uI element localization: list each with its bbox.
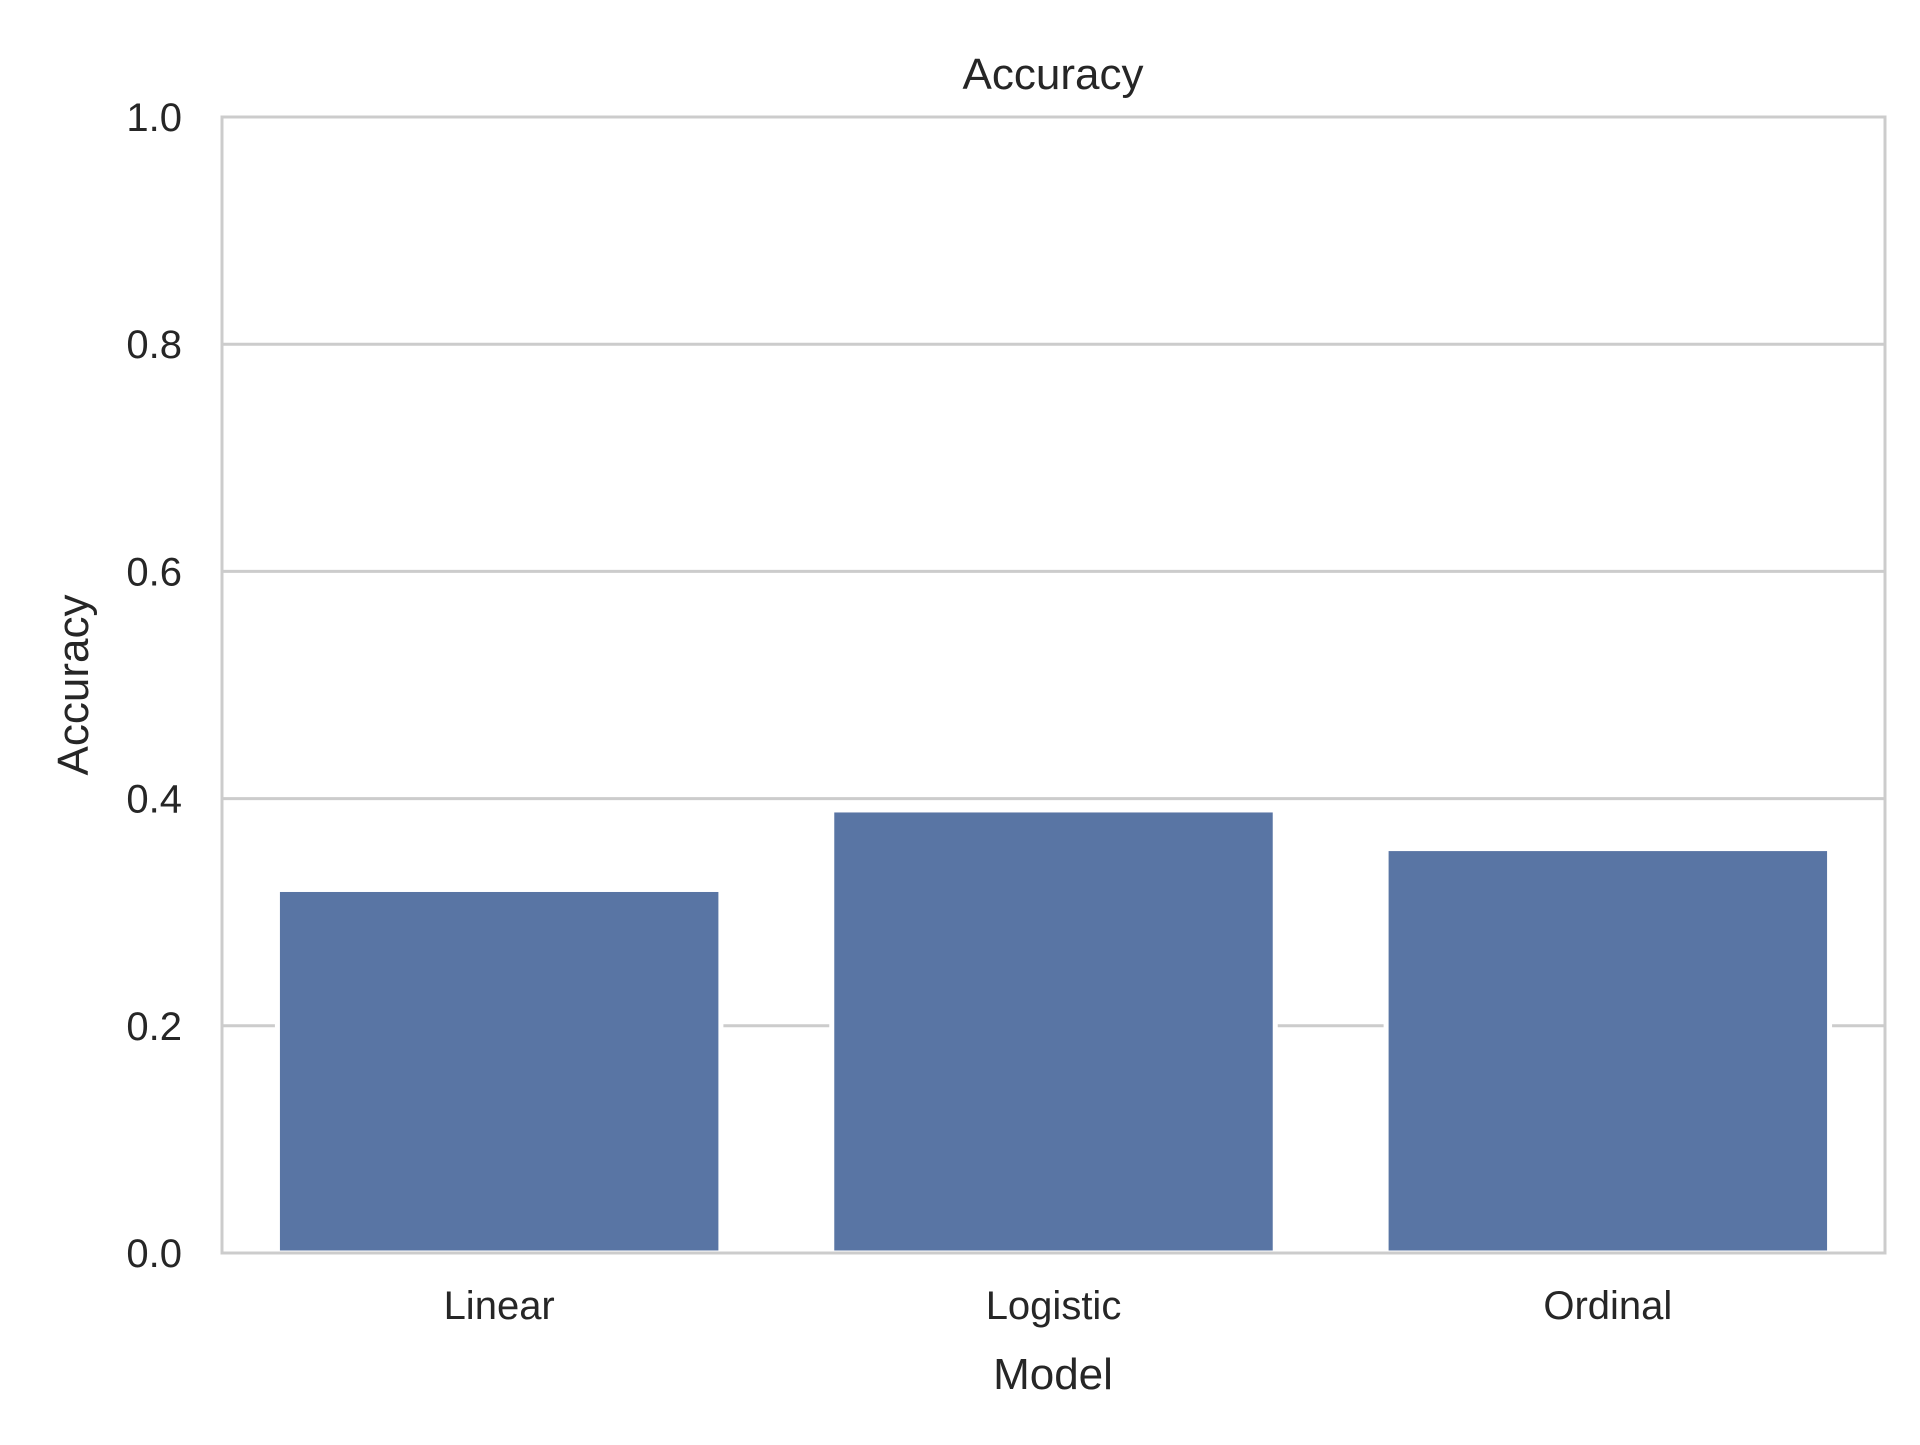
- y-tick-label: 0.8: [126, 323, 182, 367]
- bars: [274, 807, 1833, 1256]
- y-tick-labels: 0.0 0.2 0.4 0.6 0.8 1.0: [126, 96, 182, 1276]
- y-tick-label: 0.2: [126, 1005, 182, 1049]
- x-tick-labels: Linear Logistic Ordinal: [444, 1284, 1673, 1328]
- chart-title: Accuracy: [963, 50, 1144, 99]
- bar-ordinal: [1383, 846, 1833, 1256]
- x-tick-label: Ordinal: [1543, 1284, 1672, 1328]
- bar-logistic: [829, 807, 1278, 1256]
- x-tick-label: Linear: [444, 1284, 555, 1328]
- y-axis-label: Accuracy: [49, 595, 98, 776]
- bar-linear: [274, 886, 724, 1256]
- x-axis-label: Model: [993, 1350, 1113, 1399]
- y-tick-label: 1.0: [126, 96, 182, 140]
- plot-frame: [220, 115, 1887, 1255]
- y-tick-label: 0.6: [126, 550, 182, 594]
- y-tick-label: 0.4: [126, 778, 182, 822]
- x-tick-label: Logistic: [986, 1284, 1122, 1328]
- y-tick-label: 0.0: [126, 1232, 182, 1276]
